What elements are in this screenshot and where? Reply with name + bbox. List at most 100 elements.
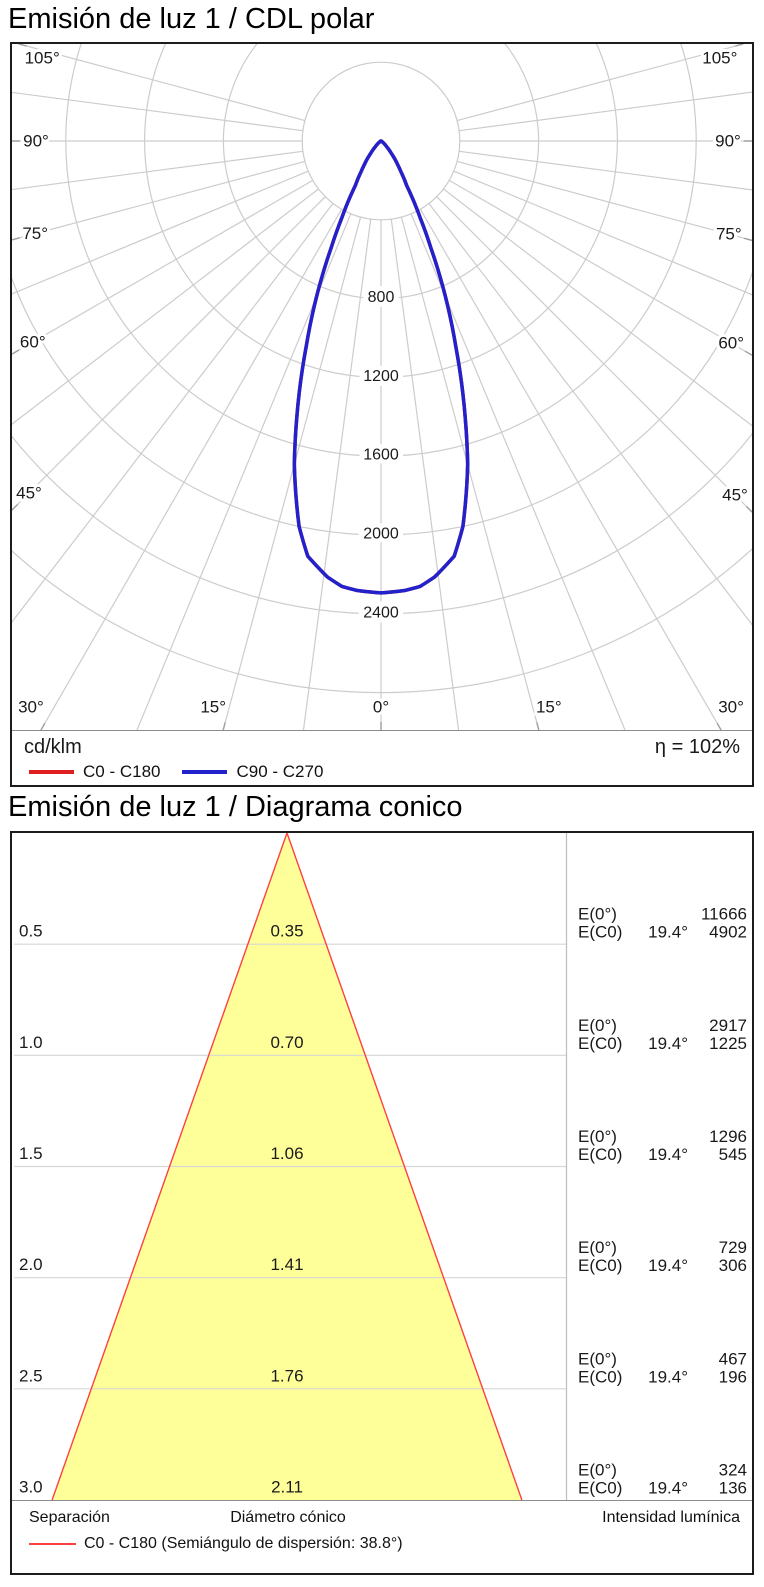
polar-angle-line	[40, 208, 343, 730]
e0-label: E(0°)	[578, 1016, 617, 1035]
e0-label: E(0°)	[578, 1127, 617, 1146]
ec0-label: E(C0)	[578, 923, 622, 942]
ec0-value: 1225	[709, 1034, 747, 1053]
ec0-angle: 19.4°	[648, 1367, 688, 1386]
polar-angle-line	[419, 208, 722, 730]
polar-angle-label: 60°	[718, 334, 744, 353]
polar-angle-line	[12, 150, 303, 191]
e0-value: 11666	[701, 905, 747, 924]
polar-footer: cd/klm η = 102% C0 - C180 C90 - C270	[12, 731, 752, 783]
polar-ring-label: 2400	[363, 604, 399, 621]
e0-label: E(0°)	[578, 905, 617, 924]
cone-chart-title: Emisión de luz 1 / Diagrama conico	[8, 791, 463, 823]
polar-angle-line	[453, 170, 752, 296]
polar-unit-label: cd/klm	[24, 736, 82, 758]
polar-axis-tick	[12, 503, 19, 511]
e0-value: 467	[719, 1349, 747, 1368]
polar-angle-label: 0°	[373, 698, 389, 717]
polar-angle-line	[448, 179, 752, 356]
polar-angle-label: 105°	[702, 49, 737, 68]
polar-angle-line	[443, 188, 752, 427]
legend-label-c0-c180: C0 - C180	[83, 762, 161, 781]
ec0-angle: 19.4°	[648, 1034, 688, 1053]
separation-label: 0.5	[19, 922, 43, 941]
polar-angle-label: 90°	[715, 132, 741, 151]
separation-label: 2.0	[19, 1255, 43, 1274]
e0-value: 729	[719, 1238, 747, 1257]
polar-angle-line	[12, 160, 306, 241]
polar-axis-tick	[18, 44, 27, 47]
polar-angle-line	[12, 91, 303, 132]
polar-angle-line	[136, 213, 352, 730]
polar-angle-line	[400, 216, 540, 730]
polar-angle-label: 45°	[16, 484, 42, 503]
polar-angle-label: 60°	[20, 333, 46, 352]
separation-label: 3.0	[19, 1478, 43, 1497]
diameter-label: 0.35	[270, 922, 303, 941]
polar-axis-tick	[12, 349, 20, 355]
ec0-angle: 19.4°	[648, 1256, 688, 1275]
ec0-value: 196	[719, 1367, 747, 1386]
polar-axis-tick	[735, 44, 744, 47]
e0-label: E(0°)	[578, 1238, 617, 1257]
cone-beam-edge-left	[51, 833, 288, 1500]
polar-angle-label: 75°	[22, 224, 48, 243]
polar-ring-label: 1600	[363, 447, 399, 464]
polar-chart-box: 0° 15° 15° 30° 30° 45° 45° 60° 60° 75° 75° 90° 90° 10…	[10, 42, 754, 787]
separation-label: 2.5	[19, 1366, 43, 1385]
cone-legend: C0 - C180 (Semiángulo de dispersión: 38.…	[29, 1535, 403, 1553]
polar-ring-label: 1200	[363, 368, 399, 385]
polar-ring-label: 2000	[363, 526, 399, 543]
ec0-label: E(C0)	[578, 1256, 622, 1275]
polar-angle-label: 15°	[536, 698, 562, 717]
polar-angle-line	[12, 170, 309, 295]
polar-angle-line	[459, 150, 752, 191]
legend-line-c90-c270-icon	[182, 770, 228, 774]
polar-axis-tick	[12, 237, 20, 241]
polar-angle-line	[12, 196, 326, 511]
polar-plot-area: 0° 15° 15° 30° 30° 45° 45° 60° 60° 75° 75° 90° 90° 10…	[12, 44, 752, 731]
ec0-label: E(C0)	[578, 1367, 622, 1386]
diameter-label: 2.11	[271, 1478, 303, 1497]
polar-axis-tick	[536, 722, 540, 730]
polar-angle-label: 30°	[718, 698, 744, 717]
ec0-label: E(C0)	[578, 1034, 622, 1053]
cone-col-separation: Separación	[29, 1509, 110, 1526]
ec0-value: 545	[719, 1145, 747, 1164]
diameter-label: 1.76	[270, 1366, 303, 1385]
legend-line-cone-c0-c180-icon	[29, 1543, 76, 1545]
polar-angle-label: 45°	[722, 486, 748, 505]
e0-label: E(0°)	[578, 1461, 617, 1480]
legend-label-c90-c270: C90 - C270	[236, 762, 324, 781]
diameter-label: 0.70	[270, 1033, 303, 1052]
ec0-angle: 19.4°	[648, 923, 688, 942]
polar-efficiency-label: η = 102%	[654, 736, 740, 758]
polar-angle-line	[12, 203, 334, 623]
polar-angle-line	[222, 216, 362, 730]
ec0-value: 4902	[709, 923, 747, 942]
polar-angle-line	[428, 203, 752, 626]
polar-axis-tick	[744, 350, 752, 356]
polar-axis-tick	[745, 505, 752, 513]
polar-angle-line	[456, 160, 752, 242]
polar-angle-line	[302, 219, 372, 730]
polar-angle-line	[456, 44, 746, 122]
polar-ring-label: 800	[368, 289, 395, 306]
legend-line-c0-c180-icon	[29, 770, 74, 774]
polar-axis-tick	[716, 722, 722, 730]
polar-legend: C0 - C180 C90 - C270	[29, 762, 323, 782]
polar-angle-label: 90°	[23, 132, 49, 151]
cone-col-intensity: Intensidad lumínica	[602, 1509, 740, 1526]
polar-curve-c90-c270	[292, 139, 470, 595]
polar-axis-tick	[744, 237, 752, 242]
cone-plot-area: 0.5 0.35 E(0°) 11666 E(C0) 19.4° 4902 1.0 0.70 E(…	[12, 833, 752, 1501]
ec0-angle: 19.4°	[648, 1145, 688, 1164]
polar-diagram: 0° 15° 15° 30° 30° 45° 45° 60° 60° 75° 75° 90° 90° 10…	[12, 44, 752, 730]
e0-value: 324	[719, 1461, 747, 1480]
polar-angle-label: 30°	[18, 698, 44, 717]
polar-angle-label: 15°	[200, 698, 226, 717]
polar-chart-title: Emisión de luz 1 / CDL polar	[8, 3, 375, 35]
diameter-label: 1.41	[270, 1255, 303, 1274]
separation-label: 1.5	[19, 1144, 43, 1163]
polar-angle-line	[390, 219, 460, 730]
